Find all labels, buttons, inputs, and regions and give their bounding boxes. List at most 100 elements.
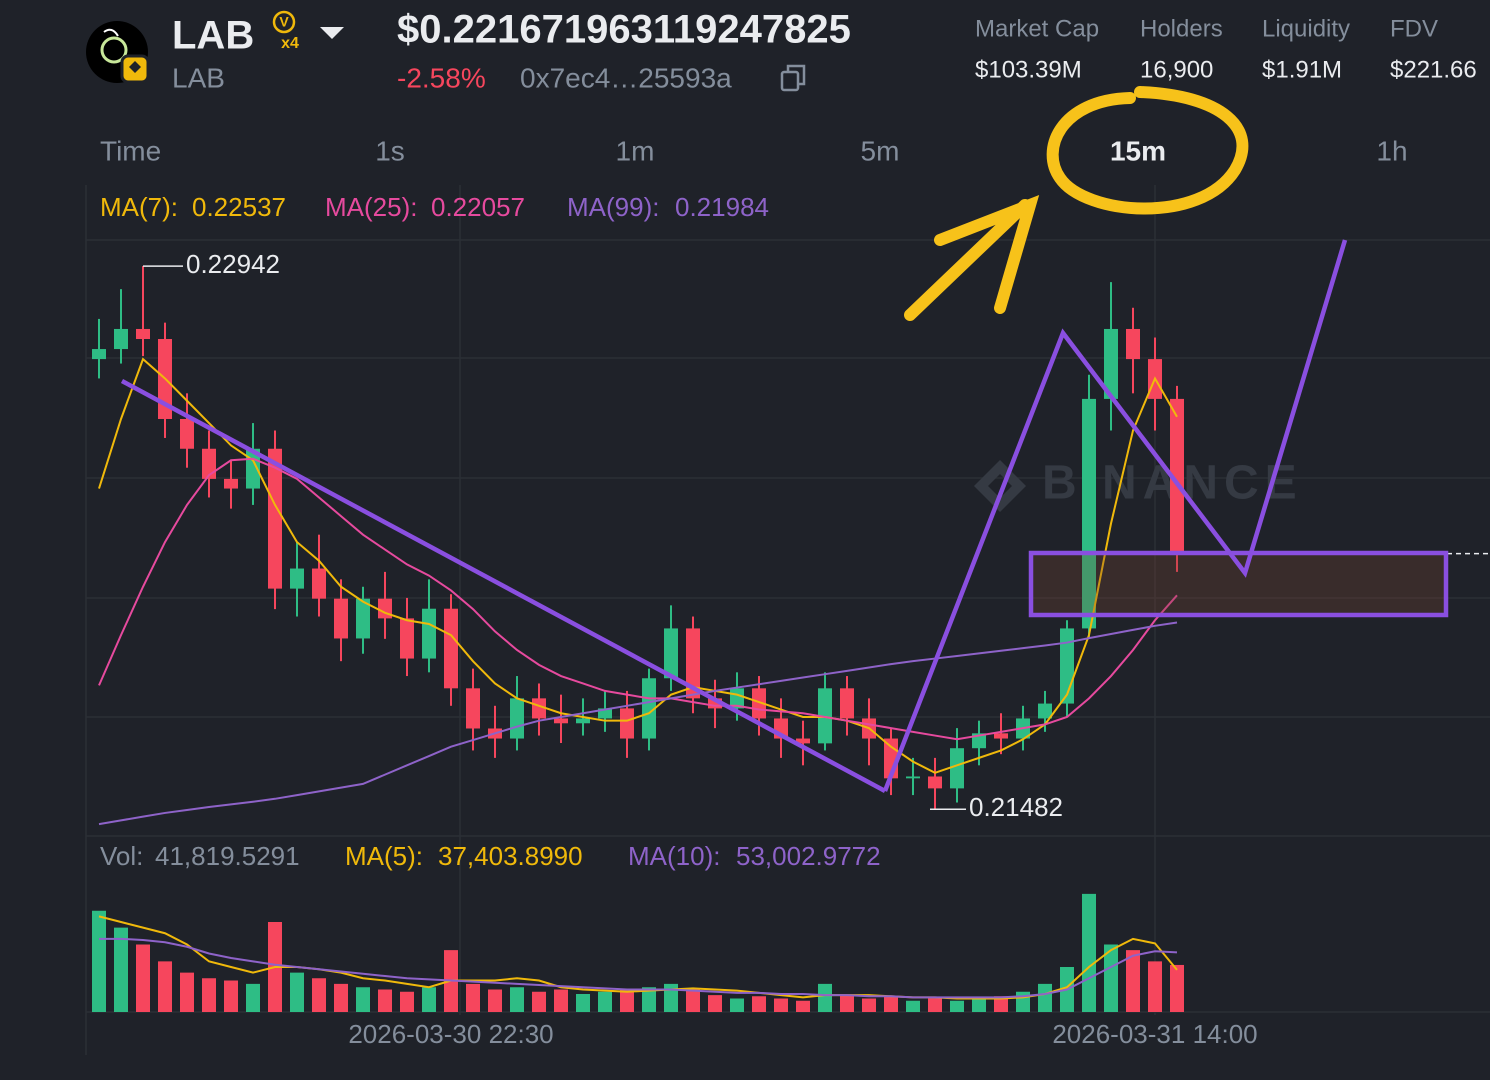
volume-bar [400, 991, 414, 1012]
price: $0.221671963119247825 [397, 8, 851, 52]
token-subtitle: LAB [172, 62, 225, 93]
candle-body [554, 718, 568, 724]
candle-body [466, 688, 480, 729]
candle-body [334, 598, 348, 639]
volume-bar [1148, 961, 1162, 1012]
candle-body [1082, 398, 1096, 629]
volume-bar [378, 989, 392, 1012]
badge-multiplier: x4 [281, 35, 299, 52]
timeframe-tab[interactable]: 15m [1110, 135, 1166, 166]
stat-label: Liquidity [1262, 15, 1350, 42]
candle-body [642, 678, 656, 739]
candle-body [180, 418, 194, 449]
candle-body [928, 776, 942, 789]
volume-bar [1170, 964, 1184, 1012]
dropdown-arrow[interactable] [320, 27, 344, 39]
candle-body [664, 628, 678, 679]
volume-ma-legend-value: 53,002.9772 [736, 841, 881, 871]
candle-body [1126, 328, 1140, 360]
candle-body [136, 328, 150, 340]
volume-bar [598, 991, 612, 1012]
volume-bar [114, 927, 128, 1012]
volume-bar [818, 983, 832, 1012]
ma-legend-name: MA(25): [325, 192, 417, 222]
volume-ma-legend-name: MA(5): [345, 841, 423, 871]
candle-body [268, 448, 282, 589]
token-symbol: LAB [172, 14, 254, 58]
candle-body [818, 688, 832, 744]
volume-bar [466, 983, 480, 1012]
volume-bar [1082, 893, 1096, 1012]
volume-bar [202, 978, 216, 1012]
stat-value: 16,900 [1140, 56, 1213, 83]
ma-legend-value: 0.22537 [192, 192, 286, 222]
candle-body [92, 349, 106, 360]
volume-bar [994, 996, 1008, 1012]
volume-bar [1038, 983, 1052, 1012]
volume-bar [356, 987, 370, 1012]
candle-body [576, 718, 590, 724]
volume-bar [510, 987, 524, 1012]
volume-bar [180, 972, 194, 1012]
candle-body [1104, 328, 1118, 399]
candle-body [708, 698, 722, 709]
volume-bar [1104, 944, 1118, 1012]
volume-ma-line [99, 937, 1178, 999]
candle-body [312, 568, 326, 599]
ma-legend-value: 0.22057 [431, 192, 525, 222]
volume-bar [1126, 950, 1140, 1012]
ma-legend-value: 0.21984 [675, 192, 769, 222]
badge-letter: V [279, 14, 289, 30]
stat-label: Market Cap [975, 15, 1099, 42]
candle-body [114, 328, 128, 350]
timeframe-tab[interactable]: 1s [375, 135, 405, 166]
stat-value: $1.91M [1262, 56, 1342, 83]
ma-line [98, 457, 1178, 741]
stat-label: FDV [1390, 15, 1438, 42]
volume-ma-line [98, 915, 1178, 1000]
volume-bar [224, 980, 238, 1012]
volume-bar [158, 961, 172, 1012]
copy-icon[interactable] [780, 64, 806, 92]
volume-bar [312, 978, 326, 1012]
volume-bar [422, 987, 436, 1012]
candle-body [1038, 703, 1052, 719]
candle-body [686, 628, 700, 699]
volume-bar [664, 983, 678, 1012]
token-logo[interactable] [86, 21, 150, 84]
ma-line [98, 357, 1178, 774]
candle-body [510, 698, 524, 739]
volume-bar [92, 910, 106, 1012]
volume-bar [928, 998, 942, 1012]
candle-body [290, 568, 304, 589]
candle-body [598, 708, 612, 719]
volume-legend-value: 41,819.5291 [155, 841, 300, 871]
volume-bar [136, 944, 150, 1012]
user-drawings [120, 239, 1449, 793]
trend-line [120, 379, 887, 793]
candle-body [796, 738, 810, 744]
timeframe-tab[interactable]: 5m [861, 135, 900, 166]
timeframe-tab[interactable]: 1h [1376, 135, 1407, 166]
candle-body [950, 748, 964, 789]
candle-body [906, 776, 920, 779]
timeframe-tab[interactable]: Time [100, 135, 161, 166]
volume-bar [730, 998, 744, 1012]
volume-bar [708, 995, 722, 1012]
timeframe-tab[interactable]: 1m [616, 135, 655, 166]
candle-body [532, 698, 546, 719]
volume-bar [862, 998, 876, 1012]
volume-bar [950, 1000, 964, 1012]
ma-legend-name: MA(99): [567, 192, 659, 222]
volume-bar [642, 987, 656, 1012]
badge-ring [272, 10, 296, 34]
contract-address: 0x7ec4…25593a [520, 62, 732, 93]
volume-bar [686, 989, 700, 1012]
low-label: 0.21482 [969, 792, 1063, 822]
candle-body [840, 688, 854, 719]
volume-bar [774, 998, 788, 1012]
volume-bar [752, 996, 766, 1012]
